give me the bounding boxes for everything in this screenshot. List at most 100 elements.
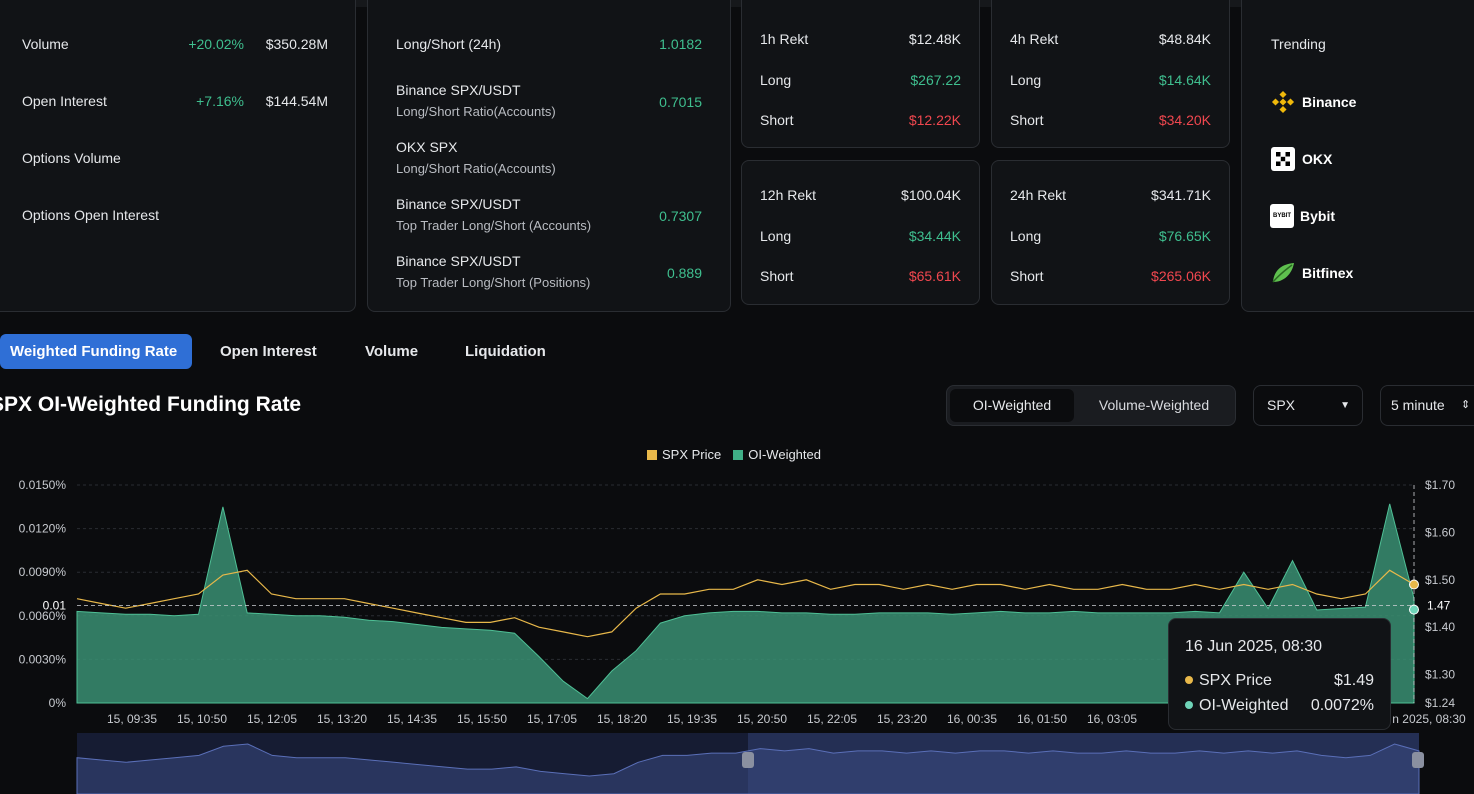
okx-icon — [1270, 146, 1296, 172]
trending-item-label: OKX — [1302, 151, 1333, 167]
trending-item-binance[interactable]: Binance — [1270, 88, 1356, 116]
tab-liquidation[interactable]: Liquidation — [465, 343, 546, 360]
caret-down-icon: ▼ — [1340, 400, 1350, 411]
rekt-short-label: Short — [760, 268, 794, 284]
legend-label-price[interactable]: SPX Price — [662, 447, 722, 462]
stat-name: Options Open Interest — [22, 207, 159, 223]
rekt-long-label: Long — [760, 72, 792, 88]
bitfinex-icon — [1270, 260, 1296, 286]
weighting-segmented-control: OI-Weighted Volume-Weighted — [946, 385, 1236, 426]
x-tick-label: 15, 18:20 — [597, 712, 647, 726]
stat-value: $144.54M — [265, 93, 328, 109]
legend-label-oi[interactable]: OI-Weighted — [748, 447, 821, 462]
trending-item-bybit[interactable]: BYBIT Bybit — [1270, 202, 1335, 230]
stat-change: +7.16% — [196, 93, 244, 109]
rekt-total-row: 4h Rekt $48.84K — [1010, 31, 1211, 51]
rekt-title: 4h Rekt — [1010, 31, 1059, 47]
ls-value: 0.7307 — [659, 208, 702, 224]
rekt-4h-card: 4h Rekt $48.84K Long $14.64K Short $34.2… — [991, 0, 1230, 148]
trending-item-bitfinex[interactable]: Bitfinex — [1270, 259, 1353, 287]
x-tick-label: 15, 12:05 — [247, 712, 297, 726]
rekt-short-label: Short — [1010, 112, 1044, 128]
crosshair-left-label: 0.01 — [43, 599, 67, 613]
range-handle — [1412, 752, 1424, 768]
x-tick-label: 15, 22:05 — [807, 712, 857, 726]
ls-value: 0.7015 — [659, 94, 702, 110]
rekt-total-row: 12h Rekt $100.04K — [760, 187, 961, 207]
trending-card: Trending Binance OKX BYBIT Bybit Bitfine… — [1241, 0, 1474, 312]
trending-item-label: Binance — [1302, 94, 1357, 110]
left-tick-label: 0.0060% — [19, 609, 67, 623]
tab-open-interest[interactable]: Open Interest — [220, 343, 317, 360]
right-tick-label: $1.24 — [1425, 696, 1455, 710]
ls-sublabel: Long/Short Ratio(Accounts) — [396, 104, 556, 119]
left-tick-label: 0.0120% — [19, 522, 67, 536]
right-tick-label: $1.60 — [1425, 525, 1455, 539]
x-tick-label: 16, 03:05 — [1087, 712, 1137, 726]
rekt-long-row: Long $76.65K — [1010, 228, 1211, 248]
range-navigator-selection — [748, 733, 1419, 794]
binance-icon — [1270, 89, 1296, 115]
ls-label: Binance SPX/USDT — [396, 82, 521, 98]
x-tick-label: 15, 20:50 — [737, 712, 787, 726]
rekt-total-row: 1h Rekt $12.48K — [760, 31, 961, 51]
left-tick-label: 0.0030% — [19, 652, 67, 666]
stat-row-open-interest: Open Interest +7.16% $144.54M — [22, 93, 342, 113]
stat-name: Options Volume — [22, 150, 121, 166]
oi-weighted-button[interactable]: OI-Weighted — [950, 389, 1074, 422]
bybit-icon: BYBIT — [1270, 204, 1294, 228]
oi-end-dot — [1409, 604, 1419, 615]
rekt-short-label: Short — [1010, 268, 1044, 284]
rekt-short-row: Short $65.61K — [760, 268, 961, 288]
range-handle — [742, 752, 754, 768]
left-tick-label: 0.0090% — [19, 565, 67, 579]
rekt-long-label: Long — [1010, 72, 1042, 88]
rekt-long-value: $34.44K — [908, 228, 961, 244]
left-tick-label: 0% — [49, 696, 67, 710]
price-end-dot — [1409, 579, 1419, 590]
tooltip-price-label: SPX Price — [1199, 672, 1272, 689]
right-tick-label: $1.30 — [1425, 668, 1455, 682]
range-navigator-series — [76, 743, 1420, 794]
rekt-12h-card: 12h Rekt $100.04K Long $34.44K Short $65… — [741, 160, 980, 305]
range-navigator — [77, 733, 1419, 794]
tooltip-date: 16 Jun 2025, 08:30 — [1185, 638, 1323, 655]
x-tick-label: 15, 14:35 — [387, 712, 437, 726]
x-tick-label: 15, 23:20 — [877, 712, 927, 726]
x-tick-label: 15, 15:50 — [457, 712, 507, 726]
chart-legend: SPX Price OI-Weighted — [647, 447, 821, 462]
x-tick-label: 15, 19:35 — [667, 712, 717, 726]
top-bar — [0, 0, 1474, 7]
ls-label: Long/Short (24h) — [396, 36, 502, 52]
rekt-short-value: $65.61K — [908, 268, 961, 284]
tab-weighted-funding-rate[interactable]: Weighted Funding Rate — [0, 334, 192, 369]
trending-item-okx[interactable]: OKX — [1270, 145, 1332, 173]
legend-swatch-oi — [733, 449, 744, 460]
interval-select[interactable]: 5 minute ⇕ — [1380, 385, 1474, 426]
rekt-long-value: $14.64K — [1158, 72, 1211, 88]
ls-label: OKX SPX — [396, 139, 458, 155]
trending-item-label: Bitfinex — [1302, 265, 1354, 281]
symbol-select[interactable]: SPX ▼ — [1253, 385, 1363, 426]
rekt-24h-card: 24h Rekt $341.71K Long $76.65K Short $26… — [991, 160, 1230, 305]
tooltip-price-dot — [1185, 676, 1193, 684]
x-tick-label: n 2025, 08:30 — [1392, 712, 1466, 726]
tooltip-oi-value: 0.0072% — [1310, 697, 1374, 714]
tab-volume[interactable]: Volume — [365, 343, 419, 360]
rekt-short-value: $12.22K — [908, 112, 961, 128]
rekt-total: $12.48K — [908, 31, 961, 47]
rekt-1h-card: 1h Rekt $12.48K Long $267.22 Short $12.2… — [741, 0, 980, 148]
volume-weighted-button[interactable]: Volume-Weighted — [1098, 397, 1210, 413]
rekt-long-value: $76.65K — [1158, 228, 1211, 244]
ls-sublabel: Long/Short Ratio(Accounts) — [396, 161, 556, 176]
rekt-long-value: $267.22 — [910, 72, 961, 88]
long-short-card: Long/Short (24h) 1.0182 Binance SPX/USDT… — [367, 0, 731, 312]
rekt-total: $341.71K — [1151, 187, 1211, 203]
rekt-short-value: $265.06K — [1151, 268, 1211, 284]
x-tick-label: 15, 17:05 — [527, 712, 577, 726]
symbol-select-value: SPX — [1267, 397, 1296, 413]
tooltip-oi-label: OI-Weighted — [1199, 697, 1289, 714]
chart-tooltip: 16 Jun 2025, 08:30 SPX Price $1.49 OI-We… — [1168, 618, 1391, 730]
right-tick-label: $1.40 — [1425, 620, 1455, 634]
ls-value: 1.0182 — [659, 36, 702, 52]
